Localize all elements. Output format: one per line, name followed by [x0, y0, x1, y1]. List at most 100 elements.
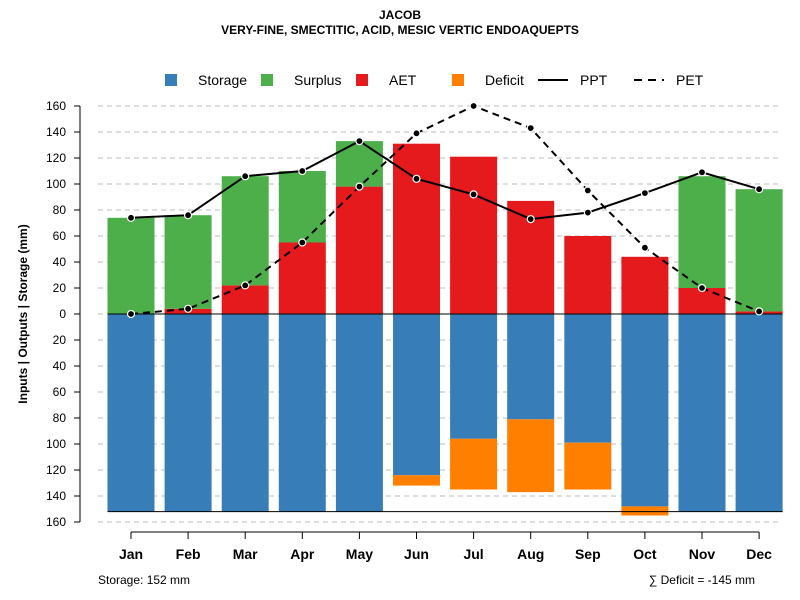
legend-swatch-storage [165, 74, 177, 86]
x-tick-label-may: May [346, 546, 373, 562]
storage-bar-feb [164, 314, 212, 512]
deficit-bar-jun [393, 475, 440, 486]
y-tick-label: 140 [46, 125, 66, 139]
surplus-bar-nov [678, 176, 726, 288]
ppt-point-may [355, 137, 364, 146]
legend-label-surplus: Surplus [294, 72, 341, 88]
aet-bar-mar [221, 285, 269, 314]
x-tick-label-feb: Feb [176, 546, 201, 562]
storage-bar-aug [507, 314, 555, 420]
legend-label-storage: Storage [198, 72, 247, 88]
legend-label-ppt: PPT [580, 72, 608, 88]
storage-bar-apr [278, 314, 326, 512]
chart-subtitle: VERY-FINE, SMECTITIC, ACID, MESIC VERTIC… [221, 23, 579, 37]
ppt-point-dec [754, 185, 764, 194]
deficit-bar-oct [621, 506, 669, 516]
storage-bar-dec [735, 314, 783, 512]
x-tick-label-oct: Oct [633, 546, 657, 562]
y-tick-label: 100 [46, 437, 66, 451]
ppt-point-feb [184, 211, 193, 220]
storage-bar-mar [221, 314, 269, 512]
surplus-bar-apr [278, 171, 326, 243]
ppt-point-aug [526, 215, 535, 224]
pet-point-jun [412, 129, 421, 138]
y-tick-label: 60 [53, 229, 67, 243]
y-tick-label: 40 [53, 359, 67, 373]
pet-point-oct [640, 243, 650, 252]
pet-point-dec [754, 307, 764, 316]
pet-point-apr [298, 238, 307, 247]
legend-label-deficit: Deficit [485, 72, 524, 88]
aet-bar-jun [393, 143, 440, 314]
aet-bar-apr [278, 242, 326, 314]
y-tick-label: 60 [53, 385, 67, 399]
y-tick-label: 20 [53, 281, 67, 295]
y-tick-label: 0 [59, 307, 66, 321]
x-tick-label-dec: Dec [746, 546, 772, 562]
pet-point-aug [526, 124, 535, 133]
storage-note: Storage: 152 mm [98, 573, 191, 587]
legend-label-aet: AET [389, 72, 417, 88]
ppt-point-apr [298, 166, 307, 176]
surplus-bar-may [335, 141, 383, 187]
ppt-point-sep [583, 208, 592, 217]
deficit-total-note: ∑ Deficit = -145 mm [648, 573, 755, 587]
y-tick-label: 80 [53, 203, 67, 217]
legend-swatch-aet [356, 74, 368, 86]
chart-title: JACOB [378, 8, 421, 22]
storage-bar-may [335, 314, 383, 512]
deficit-bar-sep [564, 442, 612, 490]
storage-bar-nov [678, 314, 726, 512]
pet-point-nov [697, 283, 707, 293]
deficit-bar-jul [450, 438, 498, 490]
y-tick-label: 80 [53, 411, 67, 425]
pet-point-jan [126, 309, 136, 319]
legend-label-pet: PET [676, 72, 704, 88]
aet-bar-may [335, 186, 383, 314]
ppt-point-oct [640, 189, 650, 198]
ppt-point-jun [412, 174, 421, 183]
ppt-point-jan [126, 213, 136, 222]
legend-swatch-surplus [261, 74, 273, 86]
storage-bar-jan [107, 314, 155, 512]
y-tick-label: 120 [46, 463, 66, 477]
storage-bar-oct [621, 314, 669, 507]
y-tick-label: 120 [46, 151, 66, 165]
storage-bar-jun [393, 314, 440, 476]
aet-bar-nov [678, 288, 726, 314]
pet-point-feb [184, 304, 193, 313]
storage-bar-sep [564, 314, 612, 443]
storage-bar-jul [450, 314, 498, 439]
legend-swatch-deficit [452, 74, 464, 86]
y-axis-label: Inputs | Outputs | Storage (mm) [16, 224, 30, 403]
aet-bar-sep [564, 236, 612, 314]
x-tick-label-jun: Jun [404, 546, 429, 562]
surplus-bar-jan [107, 217, 155, 314]
ppt-point-jul [469, 190, 478, 199]
y-tick-label: 100 [46, 177, 66, 191]
deficit-bar-aug [507, 419, 555, 493]
x-tick-label-aug: Aug [517, 546, 544, 562]
x-tick-label-jan: Jan [119, 546, 143, 562]
surplus-bar-mar [221, 176, 269, 286]
chart-title-block: JACOB VERY-FINE, SMECTITIC, ACID, MESIC … [0, 8, 800, 38]
x-tick-label-nov: Nov [689, 546, 716, 562]
pet-point-mar [241, 281, 250, 290]
pet-point-jul [469, 101, 478, 111]
x-tick-label-mar: Mar [233, 546, 258, 562]
aet-bar-jul [450, 156, 498, 314]
ppt-point-mar [241, 172, 250, 181]
pet-point-may [355, 182, 364, 191]
ppt-line [130, 139, 760, 221]
ppt-point-nov [697, 168, 707, 177]
y-tick-label: 140 [46, 489, 66, 503]
surplus-bar-feb [164, 215, 212, 309]
y-tick-label: 160 [46, 515, 66, 529]
surplus-bar-dec [735, 189, 783, 312]
x-tick-label-apr: Apr [290, 546, 315, 562]
y-tick-label: 20 [53, 333, 67, 347]
pet-line [130, 104, 760, 315]
x-tick-label-sep: Sep [575, 546, 601, 562]
y-tick-label: 40 [53, 255, 67, 269]
